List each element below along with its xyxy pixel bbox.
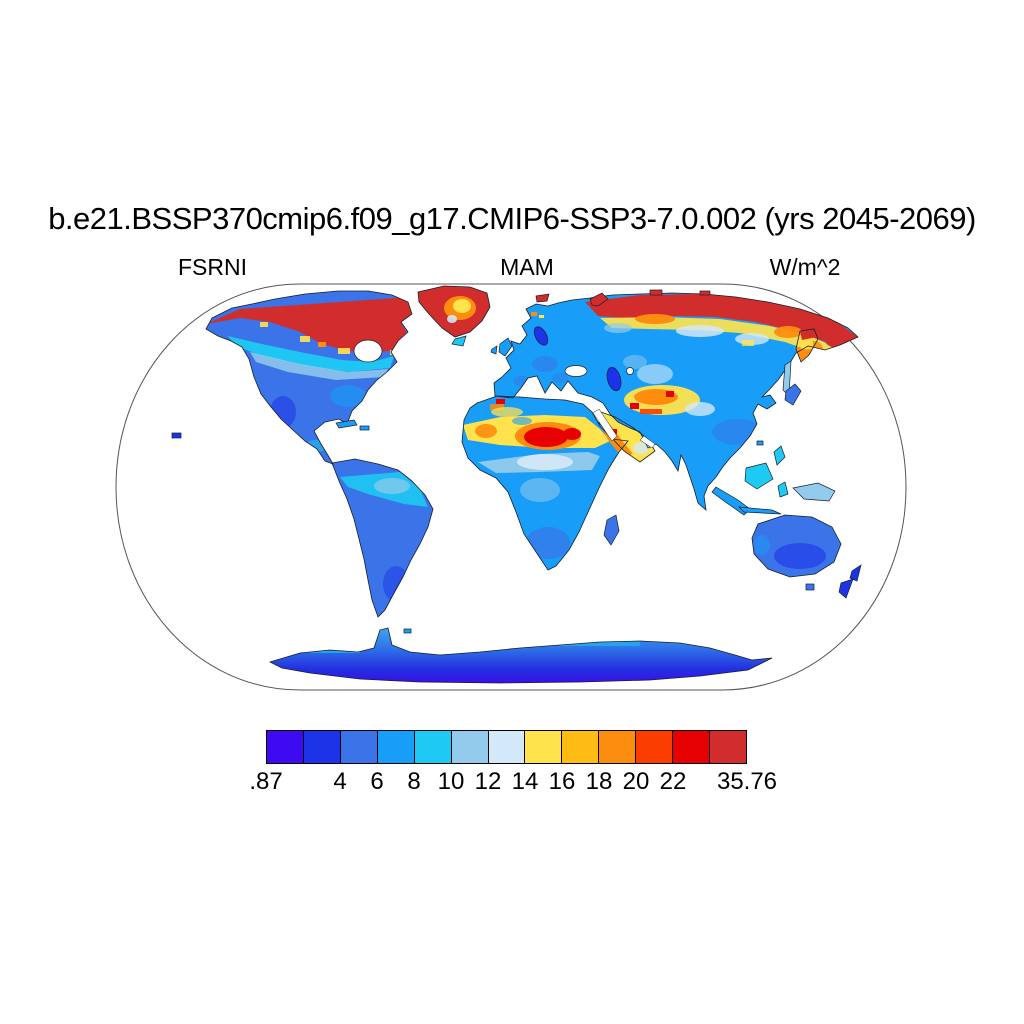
colorbar-cell bbox=[266, 730, 304, 764]
island-new-zealand-south bbox=[838, 578, 854, 599]
season-label: MAM bbox=[500, 254, 554, 280]
island-madagascar bbox=[603, 514, 620, 546]
colorbar-cell bbox=[709, 730, 747, 764]
island-sulawesi bbox=[777, 481, 789, 498]
colorbar-tick: 18 bbox=[585, 768, 613, 795]
island-hawaii bbox=[171, 432, 182, 439]
island-falkland bbox=[403, 628, 412, 634]
island-japan bbox=[784, 383, 802, 406]
colorbar-ticks: .87 4 6 8 10 12 14 16 18 20 22 35.76 bbox=[249, 768, 777, 796]
colorbar-tick: 6 bbox=[370, 768, 384, 795]
hudson-bay bbox=[353, 339, 383, 363]
colorbar bbox=[266, 730, 747, 764]
red-sea bbox=[592, 408, 618, 442]
map-outline bbox=[115, 283, 907, 691]
colorbar-tick: 14 bbox=[511, 768, 539, 795]
island-severnaya bbox=[649, 289, 663, 296]
island-tasmania bbox=[805, 583, 815, 591]
colorbar-tick: .87 bbox=[249, 768, 283, 795]
colorbar-cell bbox=[302, 730, 341, 764]
colorbar-tick: 16 bbox=[548, 768, 576, 795]
colorbar-cell bbox=[672, 730, 711, 764]
island-philippines bbox=[773, 445, 786, 466]
colorbar-tick: 4 bbox=[333, 768, 347, 795]
colorbar-tick: 12 bbox=[474, 768, 502, 795]
plot-title: b.e21.BSSP370cmip6.f09_g17.CMIP6-SSP3-7.… bbox=[48, 201, 976, 236]
colorbar-tick: 8 bbox=[407, 768, 421, 795]
aral-sea bbox=[626, 367, 634, 375]
black-sea bbox=[564, 365, 588, 377]
island-hispaniola bbox=[359, 425, 370, 431]
caspian-sea bbox=[606, 366, 622, 392]
persian-gulf bbox=[639, 435, 656, 449]
island-java bbox=[738, 506, 782, 515]
colorbar-tick: 35.76 bbox=[716, 768, 778, 795]
variable-label: FSRNI bbox=[178, 254, 247, 280]
units-label: W/m^2 bbox=[769, 254, 841, 280]
colorbar-tick: 10 bbox=[437, 768, 465, 795]
island-iceland bbox=[451, 335, 467, 347]
island-new-siberian bbox=[699, 290, 711, 296]
islands bbox=[171, 289, 862, 634]
colorbar-cell bbox=[635, 730, 674, 764]
colorbar-cell bbox=[524, 730, 563, 764]
island-ireland bbox=[490, 345, 498, 355]
baltic-sea bbox=[533, 326, 549, 346]
colorbar-cell bbox=[339, 730, 378, 764]
island-new-zealand-north bbox=[849, 564, 862, 582]
island-new-guinea bbox=[792, 482, 836, 502]
inland-water bbox=[353, 326, 656, 449]
colorbar-tick: 22 bbox=[659, 768, 687, 795]
island-borneo bbox=[744, 462, 774, 490]
island-svalbard bbox=[535, 293, 550, 303]
island-cuba bbox=[335, 419, 358, 429]
colorbar-cell bbox=[450, 730, 489, 764]
island-uk bbox=[498, 337, 513, 357]
island-taiwan bbox=[756, 440, 764, 446]
colorbar-cell bbox=[413, 730, 452, 764]
colorbar-cell bbox=[376, 730, 415, 764]
colorbar-cell bbox=[598, 730, 637, 764]
colorbar-cell bbox=[561, 730, 600, 764]
colorbar-cell bbox=[487, 730, 526, 764]
colorbar-tick: 20 bbox=[622, 768, 650, 795]
island-novaya-zemlya bbox=[589, 292, 609, 307]
continent-antarctica bbox=[270, 628, 772, 683]
